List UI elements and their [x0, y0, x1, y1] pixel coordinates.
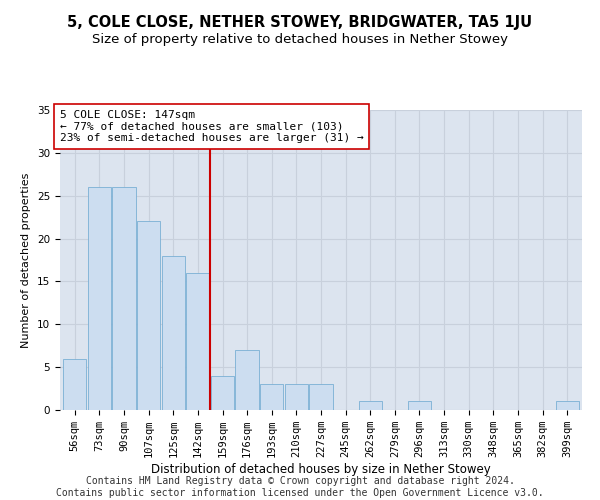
Bar: [63, 358, 86, 410]
Bar: [88, 187, 111, 410]
Text: Size of property relative to detached houses in Nether Stowey: Size of property relative to detached ho…: [92, 32, 508, 46]
Bar: [186, 273, 209, 410]
Bar: [137, 222, 160, 410]
Text: 5 COLE CLOSE: 147sqm
← 77% of detached houses are smaller (103)
23% of semi-deta: 5 COLE CLOSE: 147sqm ← 77% of detached h…: [60, 110, 364, 143]
Bar: [359, 402, 382, 410]
Bar: [235, 350, 259, 410]
Bar: [310, 384, 332, 410]
Bar: [112, 187, 136, 410]
Y-axis label: Number of detached properties: Number of detached properties: [22, 172, 31, 348]
Bar: [556, 402, 579, 410]
X-axis label: Distribution of detached houses by size in Nether Stowey: Distribution of detached houses by size …: [151, 463, 491, 476]
Bar: [161, 256, 185, 410]
Bar: [408, 402, 431, 410]
Bar: [211, 376, 234, 410]
Text: 5, COLE CLOSE, NETHER STOWEY, BRIDGWATER, TA5 1JU: 5, COLE CLOSE, NETHER STOWEY, BRIDGWATER…: [67, 15, 533, 30]
Text: Contains HM Land Registry data © Crown copyright and database right 2024.
Contai: Contains HM Land Registry data © Crown c…: [56, 476, 544, 498]
Bar: [260, 384, 283, 410]
Bar: [284, 384, 308, 410]
